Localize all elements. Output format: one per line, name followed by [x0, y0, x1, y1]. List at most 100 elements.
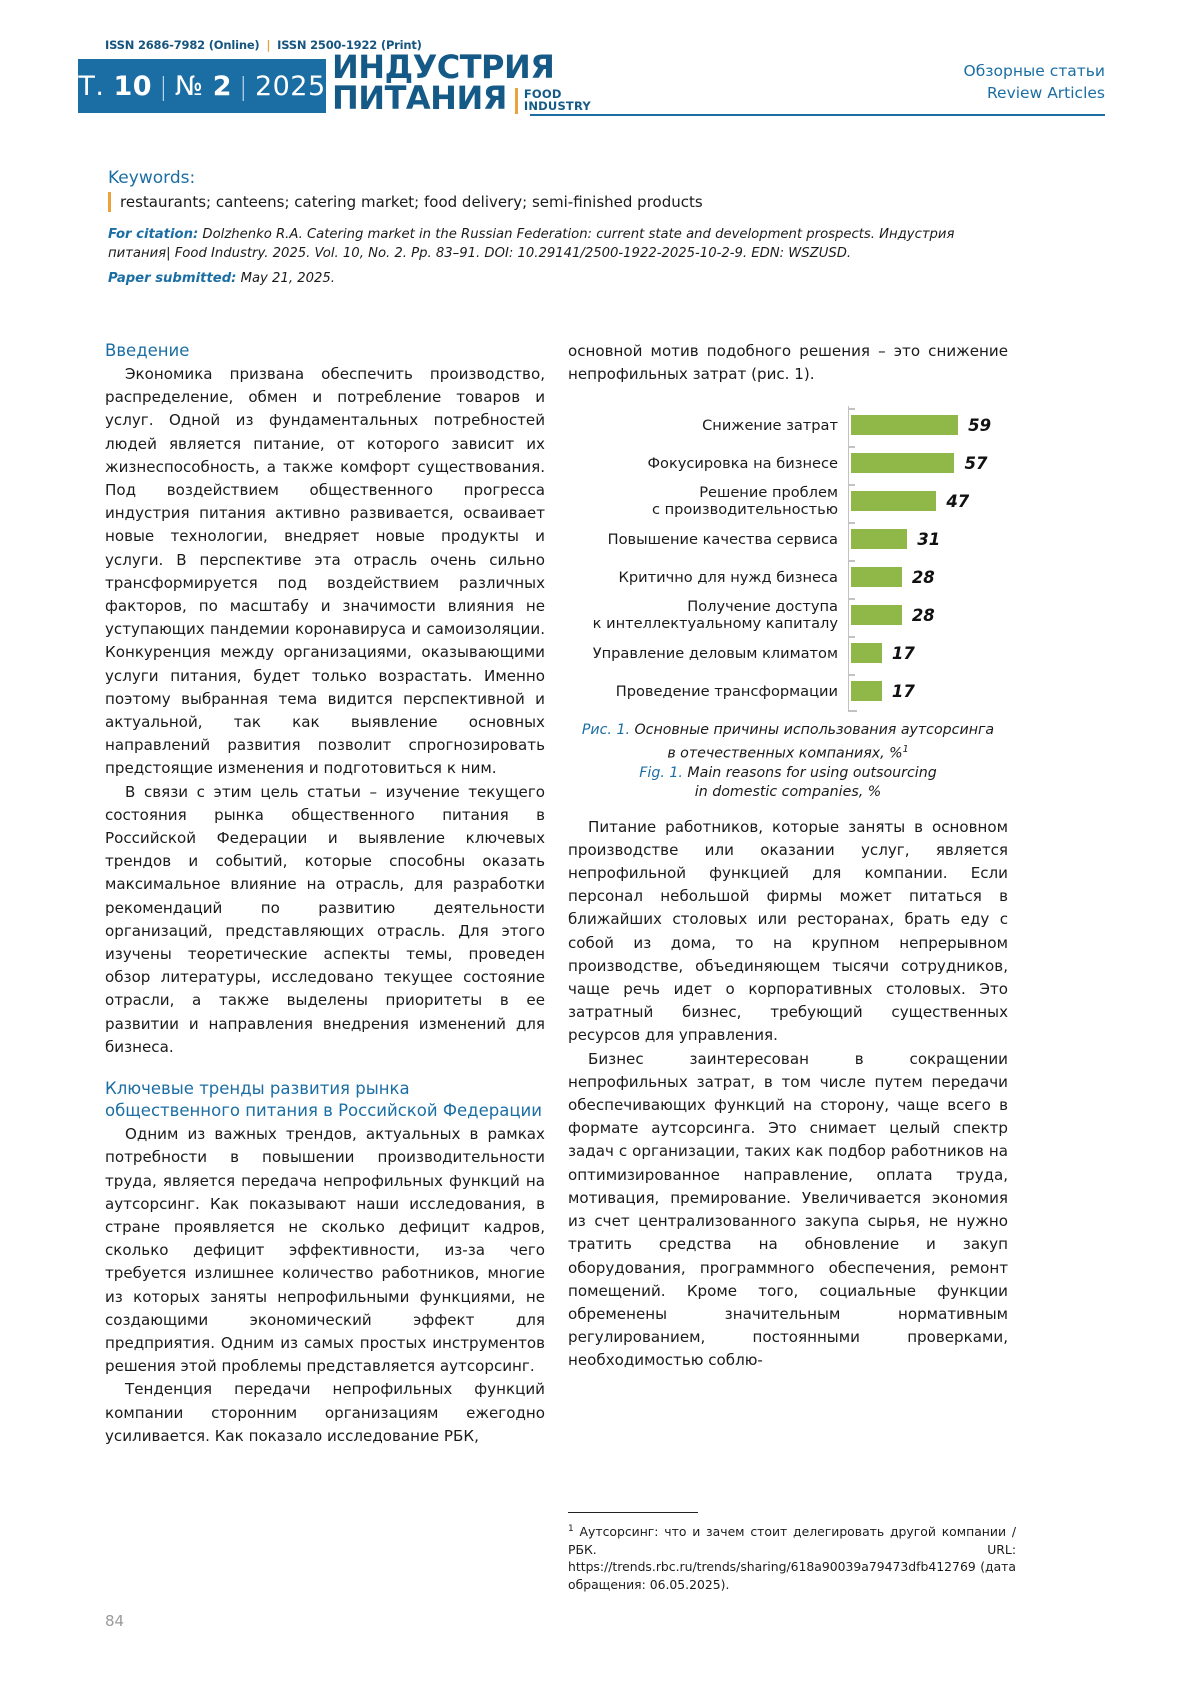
- bar-value-label: 17: [892, 680, 915, 703]
- issn-online: ISSN 2686-7982 (Online): [105, 38, 260, 52]
- section-label-en: Review Articles: [964, 82, 1105, 104]
- bar-value-label: 28: [912, 566, 935, 589]
- issue-prefix: №: [175, 71, 204, 102]
- axis-tick: [848, 636, 855, 638]
- bar-value-label: 47: [946, 490, 969, 513]
- volume-number: 10: [114, 71, 153, 102]
- axis-end-tick: [848, 710, 857, 712]
- figure-1: Снижение затрат 59 Фокусировка на бизнесе5…: [568, 402, 1008, 801]
- bar-label: Критично для нужд бизнеса: [568, 569, 848, 587]
- figure-caption-ru: Рис. 1. Основные причины использования а…: [568, 721, 1008, 764]
- bar-label-line2: с производительностью: [652, 501, 838, 518]
- bar-row: Управление деловым климатом 17: [568, 634, 1008, 672]
- axis-tick: [848, 522, 855, 524]
- paragraph-continued: основной мотив подобного решения – это с…: [568, 340, 1008, 386]
- axis-tick: [848, 674, 855, 676]
- footnote-text: Аутсорсинг: что и зачем стоит делегирова…: [568, 1524, 1016, 1592]
- volume-issue-badge: Т. 10 | № 2 | 2025: [78, 59, 326, 113]
- bar-label-line2: к интеллектуальному капиталу: [593, 615, 838, 632]
- volume-prefix: Т.: [78, 71, 104, 102]
- figure-caption: Рис. 1. Основные причины использования а…: [568, 721, 1008, 802]
- journal-title: ИНДУСТРИЯ ПИТАНИЯ FOOD INDUSTRY: [332, 52, 591, 114]
- paragraph: В связи с этим цель статьи – изучение те…: [105, 781, 545, 1059]
- figure-caption-ru-line1: Основные причины использования аутсорсин…: [630, 722, 994, 738]
- keywords-list: restaurants; canteens; catering market; …: [108, 192, 1025, 212]
- axis-tick: [848, 560, 855, 562]
- paragraph: Одним из важных трендов, актуальных в ра…: [105, 1123, 545, 1378]
- badge-divider-2: |: [239, 72, 248, 101]
- paragraph: Питание работников, которые заняты в осн…: [568, 816, 1008, 1048]
- bar: [851, 681, 882, 701]
- bar-track: 28: [848, 596, 1008, 634]
- bar-value-label: 57: [964, 452, 987, 475]
- issn-separator: |: [263, 38, 273, 52]
- header-divider-rule: [530, 114, 1105, 116]
- bar-track: 28: [848, 558, 1008, 596]
- submitted-lead: Paper submitted:: [108, 271, 236, 286]
- paragraph: Тенденция передачи непрофильных функций …: [105, 1378, 545, 1448]
- citation-block: For citation: Dolzhenko R.A. Catering ma…: [108, 226, 1016, 263]
- bar-value-label: 17: [892, 642, 915, 665]
- bar: [851, 453, 954, 473]
- figure-number-en: Fig. 1.: [639, 765, 683, 781]
- bar-label: Проведение трансформации: [568, 683, 848, 701]
- bar-value-label: 59: [968, 414, 991, 437]
- axis-tick: [848, 598, 855, 600]
- heading-introduction: Введение: [105, 340, 545, 362]
- right-text-column: основной мотив подобного решения – это с…: [568, 340, 1008, 1373]
- bar-row: Снижение затрат 59: [568, 406, 1008, 444]
- axis-tick: [848, 408, 855, 410]
- bar: [851, 415, 958, 435]
- paragraph: Экономика призвана обеспечить производст…: [105, 363, 545, 781]
- figure-caption-en-line1: Main reasons for using outsourcing: [683, 765, 937, 781]
- bar-row: Решение проблемс производительностью 47: [568, 482, 1008, 520]
- bar-label: Решение проблемс производительностью: [568, 484, 848, 519]
- citation-lead: For citation:: [108, 227, 198, 242]
- issue-number: 2: [213, 71, 232, 102]
- footnote-rule: [568, 1512, 698, 1513]
- figure-number-ru: Рис. 1.: [582, 722, 630, 738]
- bar-row: Критично для нужд бизнеса 28: [568, 558, 1008, 596]
- bar-label: Управление деловым климатом: [568, 645, 848, 663]
- submitted-text: May 21, 2025.: [236, 271, 335, 286]
- bar-label: Получение доступак интеллектуальному кап…: [568, 598, 848, 633]
- journal-title-line2-wrap: ПИТАНИЯ FOOD INDUSTRY: [332, 83, 591, 114]
- journal-title-en: FOOD INDUSTRY: [515, 88, 591, 114]
- page-number: 84: [105, 1612, 124, 1630]
- bar: [851, 567, 902, 587]
- bar-row: Фокусировка на бизнесе57: [568, 444, 1008, 482]
- bar-track: 47: [848, 482, 1008, 520]
- bar-track: 57: [848, 444, 1008, 482]
- bar-row: Проведение трансформации 17: [568, 672, 1008, 710]
- section-label-ru: Обзорные статьи: [964, 60, 1105, 82]
- heading-key-trends: Ключевые тренды развития рынка обществен…: [105, 1078, 545, 1122]
- bar: [851, 491, 936, 511]
- left-text-column: Введение Экономика призвана обеспечить п…: [105, 340, 545, 1448]
- axis-tick: [848, 484, 855, 486]
- axis-tick: [848, 446, 855, 448]
- bar: [851, 605, 902, 625]
- bar-chart: Снижение затрат 59 Фокусировка на бизнесе5…: [568, 402, 1008, 712]
- figure-caption-en-line2: in domestic companies, %: [695, 784, 881, 800]
- bar-track: 59: [848, 406, 1008, 444]
- submitted-block: Paper submitted: May 21, 2025.: [108, 270, 1016, 289]
- bar-row: Повышение качества сервиса 31: [568, 520, 1008, 558]
- citation-text: Dolzhenko R.A. Catering market in the Ru…: [108, 227, 954, 261]
- article-section-label: Обзорные статьи Review Articles: [964, 60, 1105, 104]
- bar: [851, 529, 907, 549]
- figure-caption-ru-line2: в отечественных компаниях, %: [667, 746, 902, 762]
- journal-title-en-line2: INDUSTRY: [524, 100, 591, 112]
- bar-value-label: 28: [912, 604, 935, 627]
- journal-title-line2: ПИТАНИЯ: [332, 83, 507, 114]
- paragraph: Бизнес заинтересован в сокращении непроф…: [568, 1048, 1008, 1373]
- bar-track: 17: [848, 634, 1008, 672]
- badge-divider-1: |: [159, 72, 168, 101]
- bar-label: Снижение затрат: [568, 417, 848, 435]
- keywords-title: Keywords:: [108, 168, 195, 188]
- bar-value-label: 31: [917, 528, 940, 551]
- figure-caption-en: Fig. 1. Main reasons for using outsourci…: [568, 764, 1008, 802]
- bar-row: Получение доступак интеллектуальному кап…: [568, 596, 1008, 634]
- bar-label: Повышение качества сервиса: [568, 531, 848, 549]
- footnote: 1 Аутсорсинг: что и зачем стоит делегиро…: [568, 1521, 1016, 1593]
- bar-track: 17: [848, 672, 1008, 710]
